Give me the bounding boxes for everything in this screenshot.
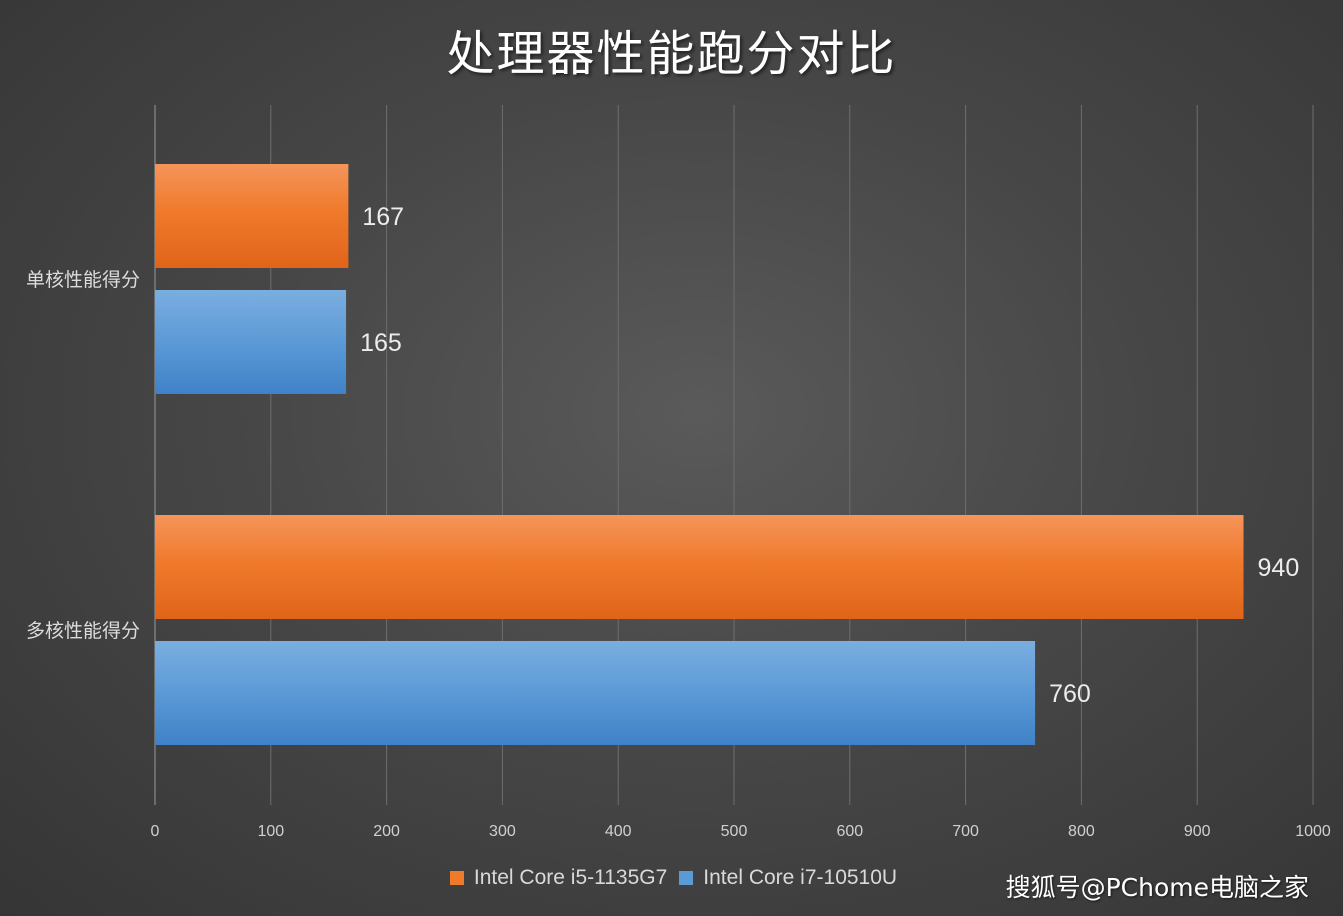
data-label: 165 <box>360 329 402 357</box>
chart-title: 处理器性能跑分对比 <box>446 26 897 82</box>
x-tick-label: 600 <box>836 823 863 840</box>
category-label: 单核性能得分 <box>26 269 140 291</box>
data-label: 940 <box>1258 554 1300 582</box>
x-tick-label: 500 <box>721 823 748 840</box>
legend-swatch-orange <box>449 871 464 885</box>
x-tick-label: 100 <box>257 823 284 840</box>
bar-i5-single <box>155 164 349 268</box>
bar-chart: 0 100 200 300 400 500 600 700 800 900 1000 167 165 单核… <box>26 105 1331 840</box>
x-tick-label: 1000 <box>1295 823 1331 840</box>
legend-swatch-blue <box>679 871 694 885</box>
watermark: 搜狐号@PChome电脑之家 <box>1005 873 1309 902</box>
data-label: 760 <box>1049 680 1091 708</box>
bar-i7-single <box>155 290 347 394</box>
legend: Intel Core i5-1135G7 Intel Core i7-10510… <box>0 866 1343 890</box>
x-tick-label: 400 <box>605 823 632 840</box>
x-tick-label: 300 <box>489 823 516 840</box>
legend-item-i5: Intel Core i5-1135G7 <box>446 866 667 890</box>
legend-label-i5: Intel Core i5-1135G7 <box>473 866 668 889</box>
data-label: 167 <box>362 203 404 231</box>
x-tick-label: 900 <box>1184 823 1211 840</box>
x-tick-label: 0 <box>151 823 160 840</box>
legend-item-i7: Intel Core i7-10510U <box>675 866 897 890</box>
x-tick-label: 700 <box>952 823 979 840</box>
category-label: 多核性能得分 <box>26 620 140 642</box>
x-tick-label: 800 <box>1068 823 1095 840</box>
bar-i5-multi <box>155 515 1244 619</box>
bar-i7-multi <box>155 641 1036 745</box>
legend-label-i7: Intel Core i7-10510U <box>703 866 898 889</box>
x-tick-label: 200 <box>373 823 400 840</box>
